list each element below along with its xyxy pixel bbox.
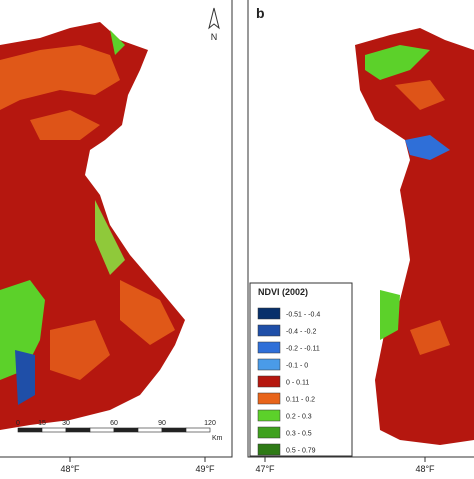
- panel-label: b: [256, 5, 265, 21]
- scale-segment: [185, 427, 211, 433]
- north-arrow: N: [208, 7, 220, 42]
- ndvi-map-right: [355, 28, 474, 445]
- legend-swatch: [257, 307, 281, 320]
- legend-label: 0.2 - 0.3: [286, 414, 312, 421]
- longitude-labels: 48°F 49°F 47°F 48°F: [60, 457, 435, 474]
- legend-label: -0.51 - -0.4: [286, 312, 320, 319]
- scale-segment: [137, 427, 163, 433]
- legend-label: 0 - 0.11: [286, 380, 309, 387]
- legend-label: -0.1 - 0: [286, 363, 308, 370]
- legend-label: 0.3 - 0.5: [286, 431, 312, 438]
- legend-swatch: [257, 392, 281, 405]
- legend-title: NDVI (2002): [258, 287, 308, 297]
- longitude-label: 48°F: [415, 464, 435, 474]
- scale-label: 120: [204, 420, 216, 427]
- legend-swatch: [257, 358, 281, 371]
- legend-swatch: [257, 409, 281, 422]
- legend-swatch: [257, 375, 281, 388]
- scale-label: 0: [16, 420, 20, 427]
- scale-segment: [41, 427, 67, 433]
- longitude-label: 49°F: [195, 464, 215, 474]
- legend-label: -0.4 - -0.2: [286, 329, 316, 336]
- legend-swatch: [257, 324, 281, 337]
- ndvi-map-left: [0, 22, 185, 430]
- legend-swatch: [257, 426, 281, 439]
- scale-segment: [65, 427, 91, 433]
- panel-frame: [247, 0, 474, 458]
- scale-segment: [17, 427, 43, 433]
- legend-swatch: [257, 341, 281, 354]
- legend-label: 0.11 - 0.2: [286, 397, 315, 404]
- scale-label: 90: [158, 420, 166, 427]
- longitude-label: 48°F: [60, 464, 80, 474]
- scale-label: 15: [38, 420, 46, 427]
- scale-segment: [113, 427, 139, 433]
- scale-bar: 0 15 30 60 90 120 Km: [16, 420, 223, 442]
- scale-unit: Km: [212, 435, 223, 442]
- scale-segment: [161, 427, 187, 433]
- legend: NDVI (2002) -0.51 - -0.4 -0.4 - -0.2 -0.2 …: [249, 282, 353, 457]
- longitude-label: 47°F: [255, 464, 275, 474]
- scale-segment: [89, 427, 115, 433]
- scale-label: 30: [62, 420, 70, 427]
- legend-label: 0.5 - 0.79: [286, 448, 316, 455]
- legend-swatch: [257, 443, 281, 456]
- panel-frame: [0, 0, 233, 458]
- north-label: N: [211, 32, 218, 42]
- legend-label: -0.2 - -0.11: [286, 346, 320, 353]
- scale-label: 60: [110, 420, 118, 427]
